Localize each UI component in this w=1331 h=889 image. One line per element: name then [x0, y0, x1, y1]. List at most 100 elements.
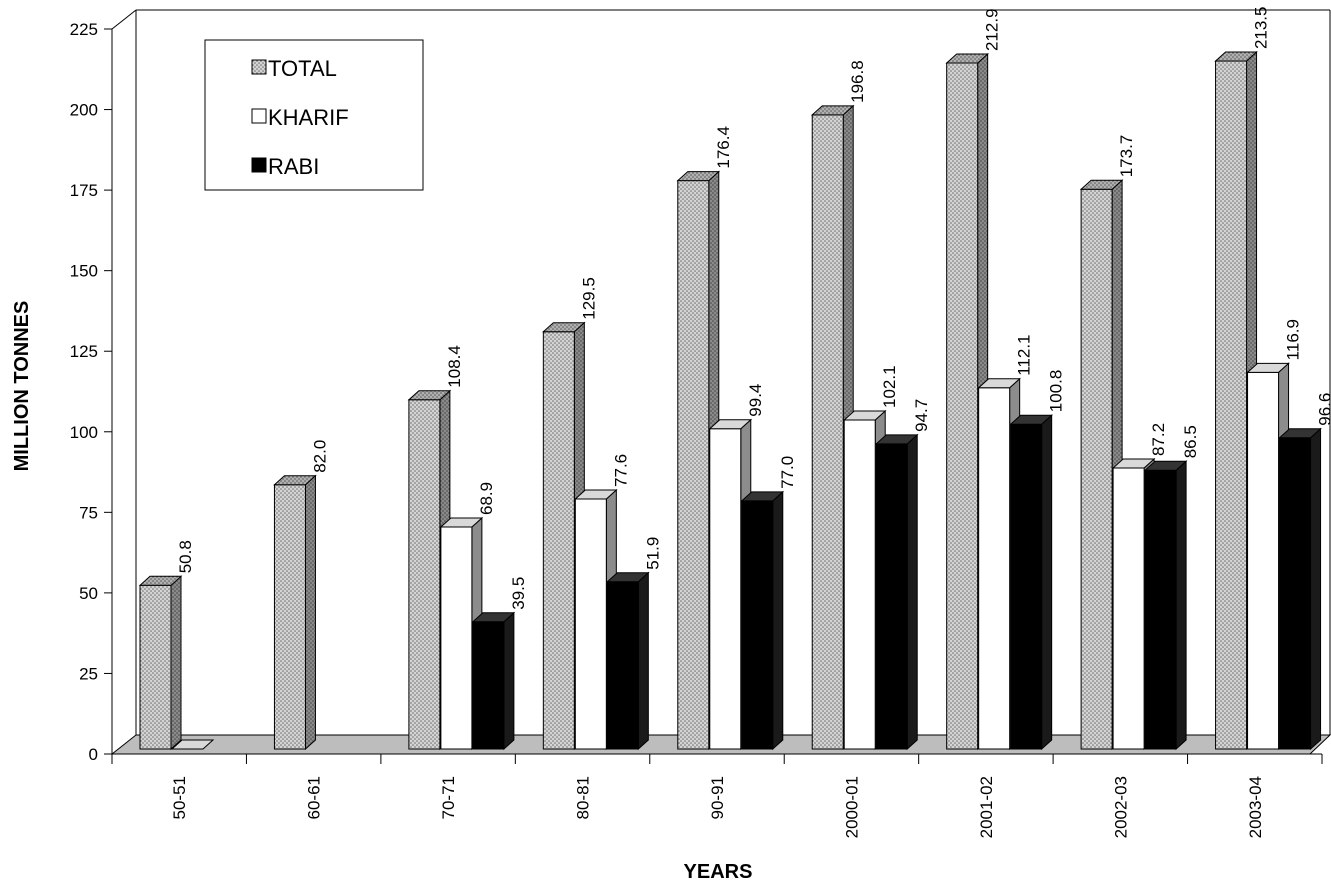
bar-total-50-51: [138, 575, 183, 751]
bar-front: [606, 581, 639, 750]
bar-side: [1041, 414, 1053, 751]
y-tick-label: 0: [89, 745, 98, 764]
bar-front: [677, 180, 710, 750]
data-label: 129.5: [579, 277, 598, 320]
bar-side: [1310, 427, 1322, 751]
bar-side: [1175, 460, 1187, 751]
bar-top: [574, 489, 618, 500]
x-tick-label: 2002-03: [1111, 776, 1130, 838]
legend-label-total: TOTAL: [268, 56, 337, 81]
bar-top: [945, 53, 989, 64]
bar-top: [471, 612, 516, 623]
bar-top: [1009, 414, 1053, 425]
bar-side: [906, 433, 918, 751]
legend-swatch-rabi: [251, 157, 267, 173]
bar-side: [637, 571, 649, 751]
bar-front: [843, 419, 876, 750]
bar-top: [810, 105, 855, 116]
bar-rabi-2000-01: [874, 433, 919, 751]
y-tick-label: 100: [70, 423, 98, 442]
bar-top: [542, 322, 586, 333]
data-label: 196.8: [848, 60, 867, 103]
bar-front: [1112, 467, 1145, 750]
bar-side: [503, 611, 515, 751]
value-labels-layer: 50.8 82.0 108.4 68.9 39.5 129.5 77.6 51.9 176.4 9…: [176, 7, 1331, 610]
bar-rabi-70-71: [471, 611, 516, 751]
data-label: 99.4: [746, 384, 765, 417]
bar-front: [1144, 469, 1177, 750]
data-label: 176.4: [714, 126, 733, 169]
legend: TOTAL KHARIF RABI: [204, 39, 424, 191]
data-label: 51.9: [643, 537, 662, 570]
data-label: 102.1: [880, 365, 899, 408]
bar-top: [842, 410, 887, 421]
data-label: 213.5: [1252, 7, 1271, 50]
legend-label-rabi: RABI: [268, 154, 319, 179]
bar-rabi-2003-04: [1278, 427, 1322, 751]
data-label: 116.9: [1284, 319, 1303, 360]
data-label: 100.8: [1047, 370, 1066, 413]
bar-top: [138, 575, 183, 586]
bar-side: [170, 575, 182, 751]
bar-top: [874, 434, 919, 445]
data-label: 86.5: [1181, 425, 1200, 458]
bar-front: [273, 484, 306, 750]
bar-rabi-2001-02: [1009, 414, 1053, 751]
data-label: 108.4: [445, 345, 464, 388]
bar-front: [875, 443, 908, 750]
data-label: 94.7: [912, 399, 931, 432]
bar-front: [1010, 423, 1043, 750]
bar-top: [1214, 51, 1258, 62]
y-tick-label: 175: [70, 181, 98, 200]
y-tick-label: 25: [79, 664, 98, 683]
y-axis-title: MILLION TONNES: [11, 301, 33, 472]
x-tick-label: 2000-01: [842, 776, 861, 838]
bar-total-60-61: [273, 474, 317, 751]
bar-front: [1279, 437, 1312, 750]
bar-top: [407, 390, 452, 401]
bar-rabi-80-81: [606, 571, 650, 751]
data-label: 77.0: [778, 456, 797, 489]
bar-top: [439, 517, 484, 528]
bar-top: [273, 475, 317, 486]
bar-front: [1215, 60, 1248, 750]
y-tick-label: 75: [79, 503, 98, 522]
data-label: 96.6: [1316, 393, 1331, 426]
data-label: 77.6: [611, 454, 630, 487]
bar-front: [978, 387, 1011, 750]
bar-front: [946, 62, 979, 750]
legend-label-kharif: KHARIF: [268, 105, 349, 130]
bars-layer: [138, 50, 1322, 751]
bar-front: [741, 500, 774, 750]
bar-top: [1278, 428, 1322, 439]
bar-front: [1080, 188, 1113, 750]
bar-top: [1143, 460, 1188, 471]
bar-top: [1111, 458, 1156, 469]
legend-box: [204, 39, 424, 191]
bar-top: [708, 419, 753, 430]
data-label: 173.7: [1117, 135, 1136, 178]
data-label: 82.0: [310, 440, 329, 473]
bar-side: [304, 474, 316, 751]
bar-front: [811, 114, 844, 750]
bar-kharif-50-51: [170, 739, 215, 750]
x-tick-label: 80-81: [574, 776, 593, 819]
x-tick-label: 2003-04: [1246, 776, 1265, 838]
bar-front: [542, 331, 575, 750]
bar-front: [472, 621, 505, 750]
y-tick-label: 125: [70, 342, 98, 361]
x-tick-label: 70-71: [439, 776, 458, 819]
data-label: 87.2: [1149, 423, 1168, 456]
y-tick-label: 225: [70, 20, 98, 39]
y-tick-label: 50: [79, 584, 98, 603]
side-wall-top-edge: [111, 9, 137, 30]
y-tick-label: 150: [70, 262, 98, 281]
bar-kharif-70-71: [439, 516, 484, 751]
x-tick-label: 90-91: [708, 776, 727, 819]
bar-top: [1079, 179, 1124, 190]
x-tick-label: 2001-02: [977, 776, 996, 838]
x-tick-label: 60-61: [305, 776, 324, 819]
data-label: 212.9: [983, 8, 1002, 51]
bar-kharif-80-81: [574, 488, 618, 751]
bar-top: [676, 171, 721, 182]
